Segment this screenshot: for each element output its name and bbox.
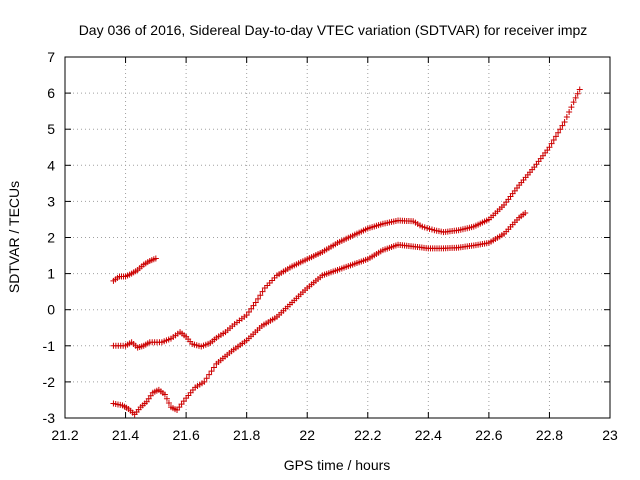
x-axis: 21.2 21.4 21.6 21.8 22 22.2 22.4 22.6 22.8 23 bbox=[51, 57, 618, 443]
x-axis-label: GPS time / hours bbox=[284, 457, 391, 473]
x-tick-label: 21.6 bbox=[172, 427, 199, 443]
data-point-middle bbox=[572, 94, 579, 101]
data-point-lower bbox=[161, 391, 168, 398]
data-point-lower bbox=[203, 375, 210, 382]
x-tick-label: 22.8 bbox=[536, 427, 563, 443]
data-point-middle bbox=[550, 137, 557, 144]
data-point-lower bbox=[143, 398, 150, 405]
data-point-middle bbox=[574, 90, 581, 97]
data-point-middle bbox=[257, 292, 264, 299]
y-tick-label: -3 bbox=[43, 410, 56, 426]
data-point-lower bbox=[206, 371, 213, 378]
y-tick-label: 0 bbox=[47, 302, 55, 318]
data-point-middle bbox=[252, 299, 259, 306]
data-point-lower bbox=[208, 368, 215, 375]
data-point-middle bbox=[557, 126, 564, 133]
data-markers bbox=[110, 86, 583, 418]
y-tick-label: 3 bbox=[47, 193, 55, 209]
data-point-middle bbox=[243, 312, 250, 319]
data-point-middle bbox=[555, 129, 562, 136]
grid-lines bbox=[64, 56, 611, 419]
x-tick-label: 21.4 bbox=[112, 427, 139, 443]
data-point-upper bbox=[152, 255, 159, 262]
data-point-middle bbox=[255, 295, 262, 302]
x-tick-label: 22.4 bbox=[415, 427, 442, 443]
x-tick-label: 22 bbox=[299, 427, 315, 443]
data-point-middle bbox=[570, 99, 577, 106]
data-point-lower bbox=[147, 392, 154, 399]
data-point-middle bbox=[248, 305, 255, 312]
data-point-lower bbox=[522, 209, 529, 216]
data-point-lower bbox=[163, 395, 170, 402]
data-point-middle bbox=[552, 133, 559, 140]
data-point-middle bbox=[561, 118, 568, 125]
y-tick-label: 1 bbox=[47, 266, 55, 282]
y-tick-label: 4 bbox=[47, 157, 55, 173]
data-point-middle bbox=[548, 140, 555, 147]
x-tick-label: 23 bbox=[602, 427, 618, 443]
data-point-middle bbox=[245, 308, 252, 315]
data-point-middle bbox=[250, 302, 257, 309]
data-point-middle bbox=[568, 104, 575, 111]
x-tick-label: 22.6 bbox=[475, 427, 502, 443]
y-tick-label: 2 bbox=[47, 230, 55, 246]
x-tick-label: 22.2 bbox=[354, 427, 381, 443]
data-point-middle bbox=[259, 288, 266, 295]
data-point-middle bbox=[563, 114, 570, 121]
data-point-lower bbox=[201, 378, 208, 385]
data-point-lower bbox=[145, 395, 152, 402]
data-point-middle bbox=[566, 109, 573, 116]
data-point-middle bbox=[576, 86, 583, 93]
data-point-middle bbox=[559, 122, 566, 129]
y-tick-label: -1 bbox=[43, 338, 56, 354]
plot-border bbox=[64, 56, 611, 419]
y-tick-label: 5 bbox=[47, 121, 55, 137]
y-tick-label: 6 bbox=[47, 85, 55, 101]
data-point-middle bbox=[546, 144, 553, 151]
data-point-lower bbox=[165, 399, 172, 406]
y-tick-label: 7 bbox=[47, 49, 55, 65]
x-tick-label: 21.8 bbox=[233, 427, 260, 443]
chart-title: Day 036 of 2016, Sidereal Day-to-day VTE… bbox=[79, 22, 588, 38]
y-tick-label: -2 bbox=[43, 374, 56, 390]
y-axis-label: SDTVAR / TECUs bbox=[6, 181, 22, 293]
x-tick-label: 21.2 bbox=[51, 427, 78, 443]
data-point-lower bbox=[210, 364, 217, 371]
y-axis: -3 -2 -1 0 1 2 3 4 5 6 7 bbox=[43, 49, 610, 426]
